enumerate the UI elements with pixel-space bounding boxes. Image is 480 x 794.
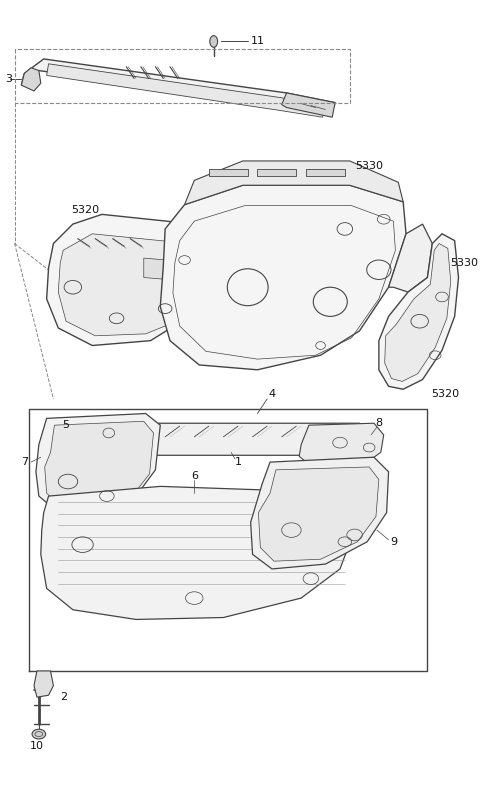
Polygon shape — [95, 418, 136, 454]
Polygon shape — [306, 168, 345, 175]
Polygon shape — [282, 93, 335, 118]
Text: 2: 2 — [60, 692, 67, 702]
Polygon shape — [389, 224, 432, 292]
Text: 8: 8 — [375, 418, 383, 428]
Polygon shape — [160, 185, 406, 370]
Polygon shape — [251, 457, 389, 569]
Polygon shape — [41, 487, 355, 619]
Ellipse shape — [210, 36, 217, 48]
Polygon shape — [36, 414, 160, 513]
Polygon shape — [258, 467, 379, 561]
Polygon shape — [144, 258, 190, 281]
Polygon shape — [95, 423, 374, 455]
Polygon shape — [22, 59, 335, 114]
Polygon shape — [379, 233, 458, 389]
Polygon shape — [22, 67, 41, 91]
Text: 10: 10 — [30, 741, 44, 751]
Polygon shape — [185, 161, 403, 205]
Polygon shape — [58, 233, 202, 336]
Text: 5330: 5330 — [450, 258, 478, 268]
Text: 5: 5 — [62, 420, 70, 430]
Text: 5330: 5330 — [355, 161, 383, 171]
Text: 11: 11 — [251, 37, 264, 47]
Text: 4: 4 — [268, 389, 276, 399]
Text: 1: 1 — [235, 457, 241, 467]
Polygon shape — [45, 422, 154, 511]
Polygon shape — [34, 671, 53, 697]
Polygon shape — [47, 214, 214, 345]
Polygon shape — [384, 244, 451, 381]
Text: 3: 3 — [5, 75, 12, 84]
Text: 5320: 5320 — [72, 205, 99, 214]
Text: 5320: 5320 — [431, 389, 459, 399]
Text: 9: 9 — [390, 537, 397, 547]
Text: 6: 6 — [191, 471, 198, 480]
Polygon shape — [257, 168, 296, 175]
Text: 7: 7 — [21, 457, 28, 467]
Polygon shape — [47, 64, 325, 118]
Polygon shape — [209, 168, 248, 175]
Polygon shape — [299, 423, 384, 466]
Ellipse shape — [32, 729, 46, 739]
